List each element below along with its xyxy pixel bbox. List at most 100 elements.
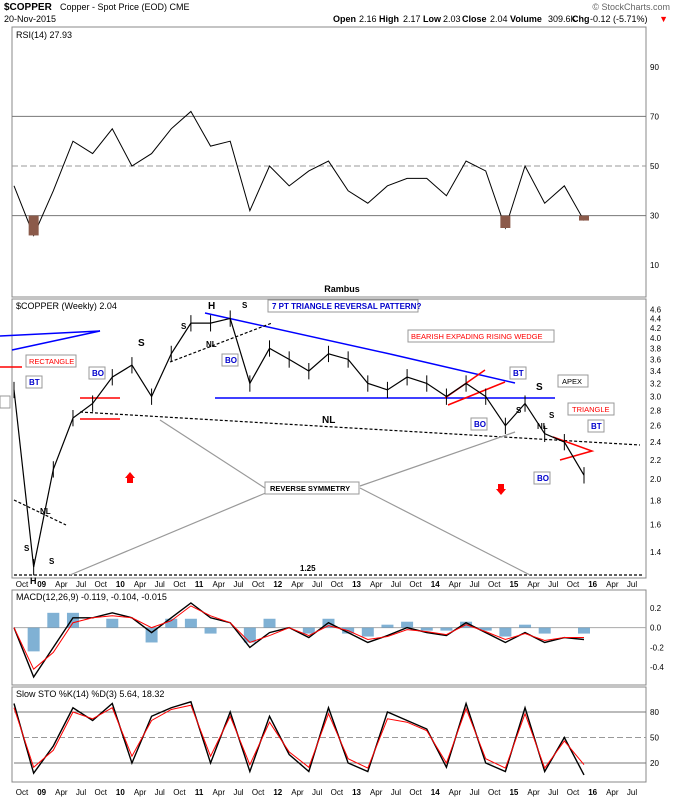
close-label: Close bbox=[462, 14, 487, 24]
triangle-top-line bbox=[204, 312, 391, 355]
chart-description: Copper - Spot Price (EOD) CME bbox=[60, 2, 190, 12]
shoulder-label-1: S bbox=[138, 338, 145, 349]
pattern-title-box bbox=[267, 299, 419, 313]
macd-hist-bar-27 bbox=[538, 627, 551, 634]
bo-box-1 bbox=[88, 366, 106, 380]
rambus-annotation: Rambus bbox=[324, 284, 360, 294]
volume-label: Volume bbox=[510, 14, 542, 24]
sto-x-tick-10: Apr bbox=[213, 788, 226, 797]
axis-layer: 10 30 50 70 90 1.4 1.6 1.8 2.0 2.2 2.4 2.6 2.8 3.0 3.2… bbox=[16, 63, 665, 797]
open-label: Open bbox=[333, 14, 356, 24]
macd-hist-bar-25 bbox=[499, 627, 512, 637]
rsi-tick-50: 50 bbox=[650, 162, 659, 171]
triangle-label-box bbox=[567, 402, 615, 416]
bt-label-1: BT bbox=[29, 378, 40, 387]
sto-x-tick-29: 16 bbox=[588, 788, 597, 797]
bo-box-0 bbox=[0, 395, 11, 409]
open-value: 2.16 bbox=[359, 14, 377, 24]
sto-x-tick-2: Apr bbox=[55, 788, 68, 797]
bo-label-1: BO bbox=[92, 369, 104, 378]
sto-x-tick-0: Oct bbox=[16, 788, 29, 797]
price-x-tick-0: Oct bbox=[16, 580, 29, 589]
low-value: 2.03 bbox=[443, 14, 461, 24]
high-label: High bbox=[379, 14, 399, 24]
volume-value: 309.6K bbox=[548, 14, 577, 24]
pattern-title: 7 PT TRIANGLE REVERSAL PATTERN? bbox=[272, 302, 421, 311]
up-arrow-shaft bbox=[127, 478, 133, 483]
triangle-top-line-ext bbox=[389, 353, 516, 384]
price-x-tick-8: Oct bbox=[173, 580, 186, 589]
sto-x-tick-1: 09 bbox=[37, 788, 46, 797]
price-tick-2.6: 2.6 bbox=[650, 422, 662, 431]
price-x-tick-13: 12 bbox=[273, 580, 282, 589]
sto-x-tick-11: Jul bbox=[233, 788, 243, 797]
shoulder-label-3: S bbox=[242, 301, 248, 310]
rsi-oversold-fill-25 bbox=[500, 215, 511, 228]
macd-hist-bar-15 bbox=[302, 627, 315, 634]
top-neckline-dotted bbox=[169, 322, 273, 363]
price-tick-3.4: 3.4 bbox=[650, 367, 662, 376]
macd-hist-bar-24 bbox=[479, 627, 492, 631]
watermark: © StockCharts.com bbox=[592, 2, 670, 12]
sto-x-tick-21: 14 bbox=[431, 788, 440, 797]
price-x-tick-24: Oct bbox=[488, 580, 501, 589]
price-x-tick-29: 16 bbox=[588, 580, 597, 589]
shoulder-label-8: S bbox=[49, 557, 55, 566]
neckline-dotted bbox=[79, 411, 641, 446]
bo-box-4 bbox=[533, 471, 551, 485]
price-x-tick-5: 10 bbox=[116, 580, 125, 589]
price-x-tick-10: Apr bbox=[213, 580, 226, 589]
price-x-tick-6: Apr bbox=[134, 580, 147, 589]
macd-line bbox=[13, 602, 585, 679]
price-tick-2.4: 2.4 bbox=[650, 438, 662, 447]
macd-tick--0.4: -0.4 bbox=[650, 663, 664, 672]
wedge-title-box bbox=[407, 329, 555, 343]
macd-hist-bar-3 bbox=[66, 612, 79, 628]
price-x-tick-11: Jul bbox=[233, 580, 243, 589]
chart-date: 20-Nov-2015 bbox=[4, 14, 56, 24]
sto-x-tick-7: Jul bbox=[155, 788, 165, 797]
macd-tick-0.2: 0.2 bbox=[650, 604, 662, 613]
sto-x-tick-9: 11 bbox=[195, 788, 204, 797]
sto-x-tick-22: Apr bbox=[449, 788, 462, 797]
rectangle-label-box bbox=[25, 354, 77, 368]
symmetry-line-1 bbox=[159, 419, 269, 491]
macd-signal-line bbox=[13, 605, 584, 670]
macd-hist-bar-5 bbox=[106, 618, 119, 628]
bo-label-4: BO bbox=[537, 474, 549, 483]
price-x-tick-1: 09 bbox=[37, 580, 46, 589]
sto-tick-20: 20 bbox=[650, 759, 659, 768]
sto-x-tick-27: Jul bbox=[548, 788, 558, 797]
triangle-label: TRIANGLE bbox=[572, 405, 610, 414]
macd-hist-bar-13 bbox=[263, 618, 276, 628]
macd-hist-bar-18 bbox=[361, 627, 374, 637]
price-x-tick-15: Jul bbox=[312, 580, 322, 589]
bo-box-2 bbox=[221, 353, 239, 367]
price-tick-2.2: 2.2 bbox=[650, 456, 662, 465]
macd-hist-bar-9 bbox=[184, 618, 197, 628]
sto-x-tick-26: Apr bbox=[527, 788, 540, 797]
bo-label-2: BO bbox=[225, 356, 237, 365]
macd-hist-bar-21 bbox=[420, 627, 433, 631]
price-x-tick-22: Apr bbox=[449, 580, 462, 589]
macd-hist-bar-19 bbox=[381, 624, 394, 628]
shoulder-label-7: S bbox=[24, 544, 30, 553]
support-125-label: 1.25 bbox=[300, 564, 316, 573]
apex-label: APEX bbox=[562, 377, 582, 386]
symmetry-line-2 bbox=[69, 491, 269, 576]
rsi-title: RSI(14) 27.93 bbox=[16, 30, 72, 40]
macd-hist-bar-1 bbox=[27, 627, 40, 652]
high-value: 2.17 bbox=[403, 14, 421, 24]
bo-box-3 bbox=[470, 417, 488, 431]
macd-hist-bar-7 bbox=[145, 627, 158, 643]
left-blue-lines bbox=[0, 330, 101, 351]
sto-x-tick-19: Jul bbox=[391, 788, 401, 797]
macd-hist-bar-29 bbox=[578, 627, 590, 634]
rectangle-label: RECTANGLE bbox=[29, 357, 74, 366]
chg-label: Chg bbox=[572, 14, 590, 24]
neckline-label-2: NL bbox=[206, 340, 217, 349]
neckline-label-1: NL bbox=[322, 415, 335, 426]
sto-x-tick-23: Jul bbox=[469, 788, 479, 797]
price-x-tick-9: 11 bbox=[195, 580, 204, 589]
